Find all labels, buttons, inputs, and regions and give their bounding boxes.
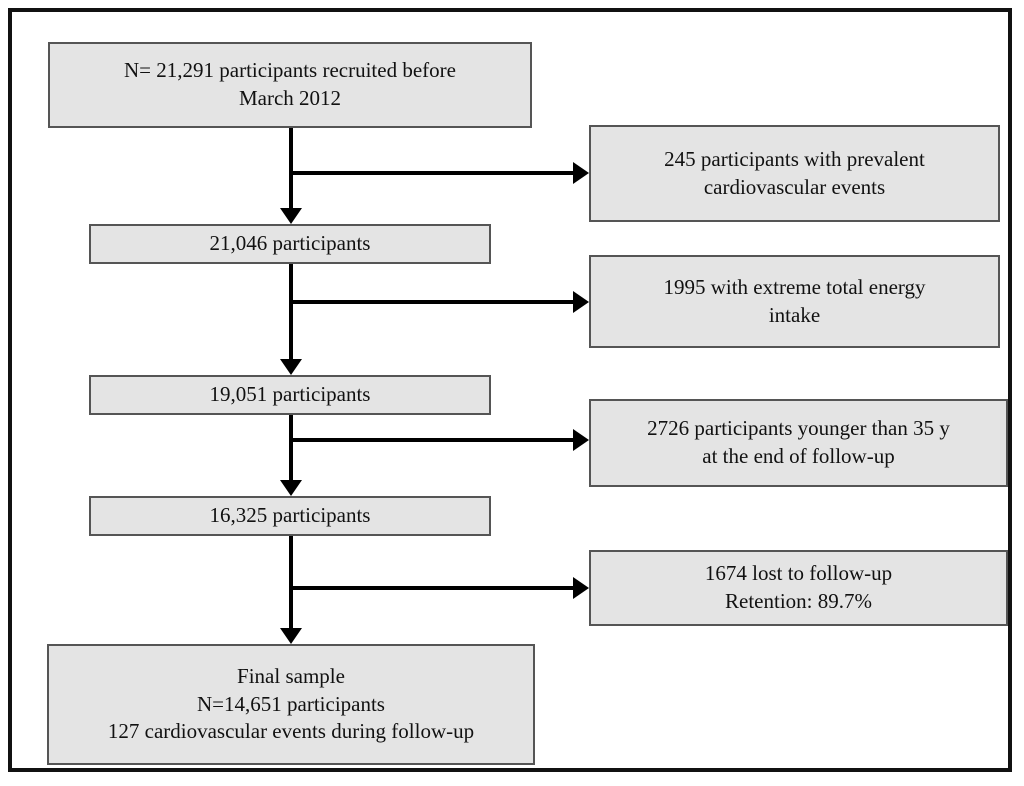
flow-box-16325-participants: 16,325 participants [89,496,491,536]
exclusion-box-extreme-energy-intake: 1995 with extreme total energy intake [589,255,1000,348]
right-arrow-line-4 [289,586,573,590]
right-arrow-icon [573,291,589,313]
right-arrow-icon [573,577,589,599]
flow-box-text-line: N= 21,291 participants recruited before [124,58,456,83]
flow-box-text-line: at the end of follow-up [702,444,895,468]
flow-box-21046-participants: 21,046 participants [89,224,491,264]
down-arrow-line-4 [289,536,293,628]
flow-box-text-line: 19,051 participants [209,382,371,407]
flow-box-recruited: N= 21,291 participants recruited before … [48,42,532,128]
down-arrow-line-3 [289,415,293,480]
flow-box-text-line: Final sample [237,663,345,688]
right-arrow-line-3 [289,438,573,442]
down-arrow-icon [280,628,302,644]
down-arrow-line-2 [289,264,293,359]
flow-box-final-sample: Final sample N=14,651 participants 127 c… [47,644,535,765]
diagram-outer-frame: N= 21,291 participants recruited before … [8,8,1012,772]
down-arrow-icon [280,480,302,496]
flow-box-text-line: 245 participants with prevalent [664,146,925,171]
exclusion-box-prevalent-cvd: 245 participants with prevalent cardiova… [589,125,1000,222]
flow-box-text-line: 2726 participants younger than 35 y [647,416,950,441]
down-arrow-line-1 [289,128,293,208]
exclusion-box-younger-than-35: 2726 participants younger than 35 y at t… [589,399,1008,487]
flow-box-text-line: March 2012 [238,86,342,110]
down-arrow-icon [280,359,302,375]
flow-box-text-line: cardiovascular events [703,174,886,199]
flow-box-text-line: 21,046 participants [209,231,371,256]
right-arrow-icon [573,429,589,451]
flow-box-text-line: 16,325 participants [209,503,371,528]
flow-box-text-line: 1995 with extreme total energy [663,274,926,299]
flow-box-text-line: N=14,651 participants [197,691,385,716]
exclusion-box-lost-to-follow-up: 1674 lost to follow-up Retention: 89.7% [589,550,1008,626]
flow-box-text-line: Retention: 89.7% [725,589,872,613]
right-arrow-icon [573,162,589,184]
right-arrow-line-1 [289,171,573,175]
flow-box-19051-participants: 19,051 participants [89,375,491,415]
down-arrow-icon [280,208,302,224]
right-arrow-line-2 [289,300,573,304]
flow-box-text-line: intake [768,302,821,327]
flow-box-text-line: 127 cardiovascular events during follow-… [107,719,475,744]
flow-box-text-line: 1674 lost to follow-up [704,561,893,586]
